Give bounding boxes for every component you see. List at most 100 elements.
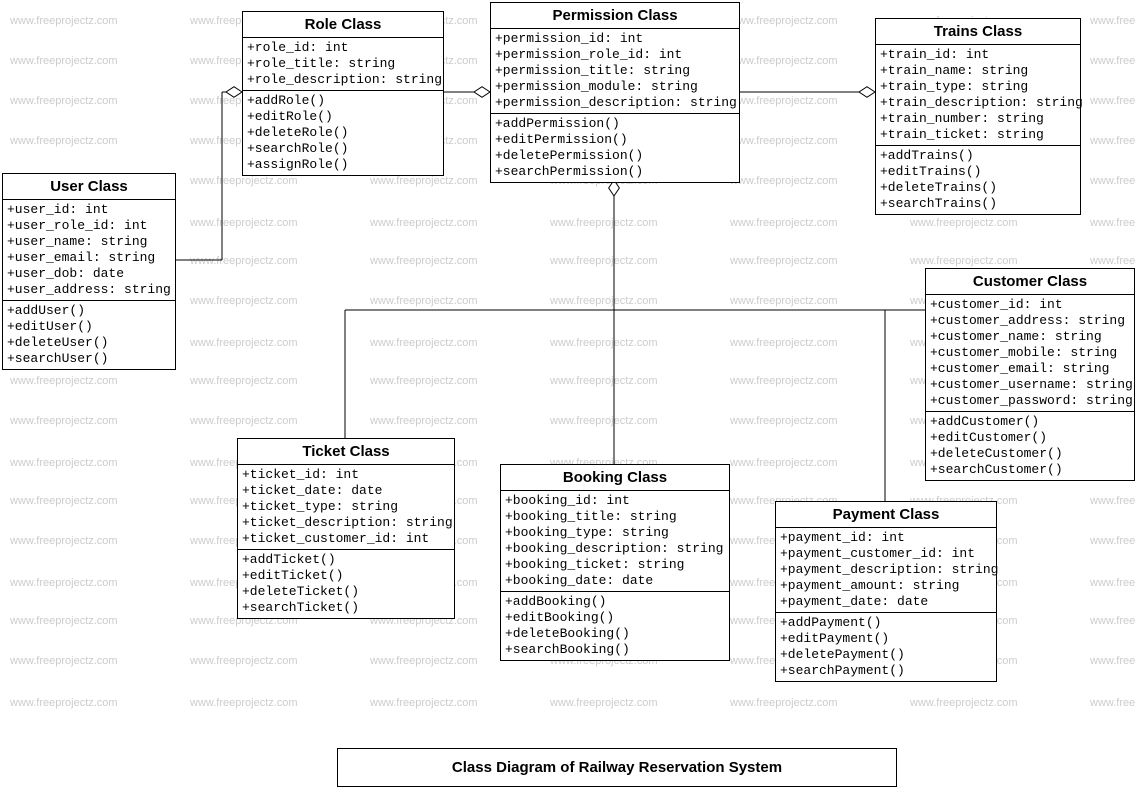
watermark-text: www.freeprojectz.com <box>10 375 118 387</box>
class-methods-customer: +addCustomer()+editCustomer()+deleteCust… <box>926 412 1134 480</box>
class-attribute-row: +booking_ticket: string <box>505 557 725 573</box>
watermark-text: www.freeprojectz.com <box>1090 577 1136 589</box>
class-method-row: +addPayment() <box>780 615 992 631</box>
class-attribute-row: +payment_id: int <box>780 530 992 546</box>
watermark-text: www.freeprojectz.com <box>550 415 658 427</box>
class-method-row: +editPermission() <box>495 132 735 148</box>
class-method-row: +editPayment() <box>780 631 992 647</box>
watermark-text: www.freeprojectz.com <box>910 217 1018 229</box>
class-title-customer: Customer Class <box>926 269 1134 295</box>
class-title-role: Role Class <box>243 12 443 38</box>
watermark-text: www.freeprojectz.com <box>730 95 838 107</box>
watermark-text: www.freeprojectz.com <box>10 615 118 627</box>
watermark-text: www.freeprojectz.com <box>10 697 118 709</box>
class-method-row: +searchCustomer() <box>930 462 1130 478</box>
watermark-text: www.freeprojectz.com <box>730 255 838 267</box>
watermark-text: www.freeprojectz.com <box>730 375 838 387</box>
class-attribute-row: +payment_amount: string <box>780 578 992 594</box>
watermark-text: www.freeprojectz.com <box>190 255 298 267</box>
watermark-text: www.freeprojectz.com <box>550 375 658 387</box>
class-attribute-row: +train_name: string <box>880 63 1076 79</box>
class-attribute-row: +permission_description: string <box>495 95 735 111</box>
class-methods-ticket: +addTicket()+editTicket()+deleteTicket()… <box>238 550 454 618</box>
watermark-text: www.freeprojectz.com <box>370 375 478 387</box>
class-method-row: +addBooking() <box>505 594 725 610</box>
watermark-text: www.freeprojectz.com <box>370 655 478 667</box>
watermark-text: www.freeprojectz.com <box>1090 615 1136 627</box>
class-method-row: +deleteBooking() <box>505 626 725 642</box>
class-attribute-row: +user_name: string <box>7 234 171 250</box>
class-methods-booking: +addBooking()+editBooking()+deleteBookin… <box>501 592 729 660</box>
watermark-text: www.freeprojectz.com <box>190 655 298 667</box>
class-attribute-row: +ticket_id: int <box>242 467 450 483</box>
class-box-permission: Permission Class+permission_id: int+perm… <box>490 2 740 183</box>
class-methods-user: +addUser()+editUser()+deleteUser()+searc… <box>3 301 175 369</box>
class-attributes-trains: +train_id: int+train_name: string+train_… <box>876 45 1080 146</box>
class-title-trains: Trains Class <box>876 19 1080 45</box>
class-box-ticket: Ticket Class +ticket_id: int+ticket_date:… <box>237 438 455 619</box>
class-attribute-row: +permission_module: string <box>495 79 735 95</box>
watermark-text: www.freeprojectz.com <box>730 295 838 307</box>
watermark-text: www.freeprojectz.com <box>190 217 298 229</box>
class-method-row: +deleteUser() <box>7 335 171 351</box>
watermark-text: www.freeprojectz.com <box>730 175 838 187</box>
class-title-ticket: Ticket Class <box>238 439 454 465</box>
class-method-row: +editBooking() <box>505 610 725 626</box>
class-box-payment: Payment Class+payment_id: int+payment_cu… <box>775 501 997 682</box>
watermark-text: www.freeprojectz.com <box>910 255 1018 267</box>
watermark-text: www.freeprojectz.com <box>190 697 298 709</box>
watermark-text: www.freeprojectz.com <box>730 217 838 229</box>
watermark-text: www.freeprojectz.com <box>1090 135 1136 147</box>
class-attributes-booking: +booking_id: int+booking_title: string+b… <box>501 491 729 592</box>
class-attribute-row: +user_dob: date <box>7 266 171 282</box>
class-method-row: +searchTicket() <box>242 600 450 616</box>
class-attribute-row: +train_type: string <box>880 79 1076 95</box>
watermark-text: www.freeprojectz.com <box>1090 217 1136 229</box>
class-methods-role: +addRole()+editRole()+deleteRole()+searc… <box>243 91 443 175</box>
diagram-title: Class Diagram of Railway Reservation Sys… <box>452 759 782 776</box>
watermark-text: www.freeprojectz.com <box>370 217 478 229</box>
class-methods-payment: +addPayment()+editPayment()+deletePaymen… <box>776 613 996 681</box>
class-box-user: User Class+user_id: int+user_role_id: in… <box>2 173 176 370</box>
class-attribute-row: +role_id: int <box>247 40 439 56</box>
class-attribute-row: +customer_id: int <box>930 297 1130 313</box>
class-attribute-row: +ticket_type: string <box>242 499 450 515</box>
class-method-row: +searchRole() <box>247 141 439 157</box>
watermark-text: www.freeprojectz.com <box>1090 697 1136 709</box>
watermark-text: www.freeprojectz.com <box>1090 95 1136 107</box>
class-method-row: +addTrains() <box>880 148 1076 164</box>
class-attribute-row: +booking_date: date <box>505 573 725 589</box>
class-methods-permission: +addPermission()+editPermission()+delete… <box>491 114 739 182</box>
class-attributes-payment: +payment_id: int+payment_customer_id: in… <box>776 528 996 613</box>
class-method-row: +deletePayment() <box>780 647 992 663</box>
class-attribute-row: +ticket_date: date <box>242 483 450 499</box>
class-attribute-row: +customer_email: string <box>930 361 1130 377</box>
class-attribute-row: +user_id: int <box>7 202 171 218</box>
class-method-row: +deleteCustomer() <box>930 446 1130 462</box>
watermark-text: www.freeprojectz.com <box>730 697 838 709</box>
watermark-text: www.freeprojectz.com <box>550 697 658 709</box>
class-attribute-row: +customer_name: string <box>930 329 1130 345</box>
class-attribute-row: +train_description: string <box>880 95 1076 111</box>
class-attribute-row: +permission_role_id: int <box>495 47 735 63</box>
class-method-row: +editRole() <box>247 109 439 125</box>
class-method-row: +addPermission() <box>495 116 735 132</box>
watermark-text: www.freeprojectz.com <box>10 95 118 107</box>
class-attribute-row: +payment_customer_id: int <box>780 546 992 562</box>
watermark-text: www.freeprojectz.com <box>10 495 118 507</box>
watermark-text: www.freeprojectz.com <box>1090 55 1136 67</box>
class-attribute-row: +ticket_customer_id: int <box>242 531 450 547</box>
class-title-booking: Booking Class <box>501 465 729 491</box>
watermark-text: www.freeprojectz.com <box>370 337 478 349</box>
class-attribute-row: +permission_title: string <box>495 63 735 79</box>
class-box-trains: Trains Class+train_id: int+train_name: s… <box>875 18 1081 215</box>
class-method-row: +assignRole() <box>247 157 439 173</box>
watermark-text: www.freeprojectz.com <box>1090 535 1136 547</box>
watermark-text: www.freeprojectz.com <box>1090 655 1136 667</box>
class-attribute-row: +train_ticket: string <box>880 127 1076 143</box>
watermark-text: www.freeprojectz.com <box>1090 15 1136 27</box>
class-box-booking: Booking Class+booking_id: int+booking_ti… <box>500 464 730 661</box>
class-attribute-row: +train_number: string <box>880 111 1076 127</box>
class-method-row: +searchBooking() <box>505 642 725 658</box>
class-method-row: +deleteRole() <box>247 125 439 141</box>
